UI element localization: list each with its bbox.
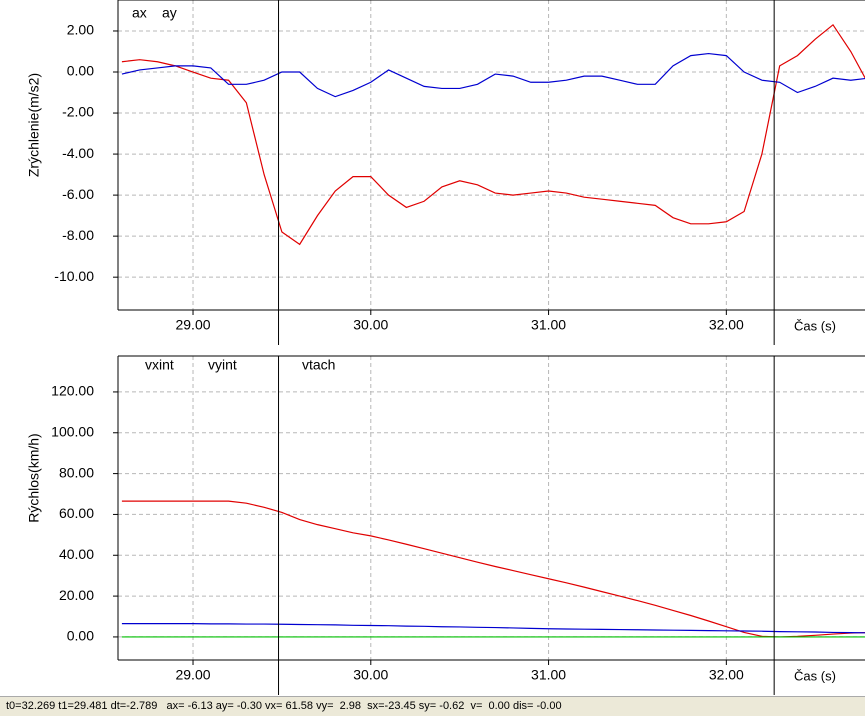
series-group <box>121 23 865 246</box>
y-tick-label: -6.00 <box>62 186 94 202</box>
x-axis-label: Čas (s) <box>794 318 836 333</box>
legend-entry: vxint <box>145 357 174 373</box>
y-tick-label: -8.00 <box>62 227 94 243</box>
series-line <box>121 23 865 246</box>
x-tick-label: 30.00 <box>353 667 388 683</box>
y-tick-label: -10.00 <box>54 268 94 284</box>
series-line <box>121 623 865 634</box>
y-axis-label: Zrýchlenie(m/s2) <box>26 73 42 177</box>
y-tick-label: 2.00 <box>67 22 94 38</box>
legend-entry: vtach <box>302 357 335 373</box>
x-tick-label: 31.00 <box>531 317 566 333</box>
x-tick-label: 29.00 <box>175 317 210 333</box>
plot-area: 29.00 30.00 31.00 32.00 120.00 100.00 80.00 60.… <box>26 355 865 695</box>
status-bar: t0=32.269 t1=29.481 dt=-2.789 ax= -6.13 … <box>0 696 865 716</box>
y-tick-label: 40.00 <box>59 546 94 562</box>
y-tick-label: 60.00 <box>59 505 94 521</box>
y-tick-label: -4.00 <box>62 145 94 161</box>
charts: 29.00 30.00 31.00 32.00 2.00 0.00 -2.00 -4.00 -6… <box>26 0 865 695</box>
legend-entry: ay <box>162 5 177 21</box>
y-tick-label: 0.00 <box>67 63 94 79</box>
x-tick-label: 32.00 <box>709 317 744 333</box>
series-group <box>121 500 865 638</box>
y-tick-label: 80.00 <box>59 464 94 480</box>
legend-entry: vyint <box>208 357 237 373</box>
y-tick-label: 120.00 <box>51 383 94 399</box>
plot-area: 29.00 30.00 31.00 32.00 2.00 0.00 -2.00 -4.00 -6… <box>26 0 865 345</box>
series-line <box>121 500 865 638</box>
y-axis-label: Rýchlos(km/h) <box>26 433 42 522</box>
x-tick-label: 29.00 <box>175 667 210 683</box>
y-tick-label: 0.00 <box>67 628 94 644</box>
x-tick-label: 31.00 <box>531 667 566 683</box>
series-line <box>121 52 865 98</box>
y-tick-label: -2.00 <box>62 104 94 120</box>
y-tick-label: 100.00 <box>51 423 94 439</box>
x-axis-label: Čas (s) <box>794 668 836 683</box>
legend-entry: ax <box>132 5 147 21</box>
x-tick-label: 32.00 <box>709 667 744 683</box>
x-tick-label: 30.00 <box>353 317 388 333</box>
y-tick-label: 20.00 <box>59 587 94 603</box>
